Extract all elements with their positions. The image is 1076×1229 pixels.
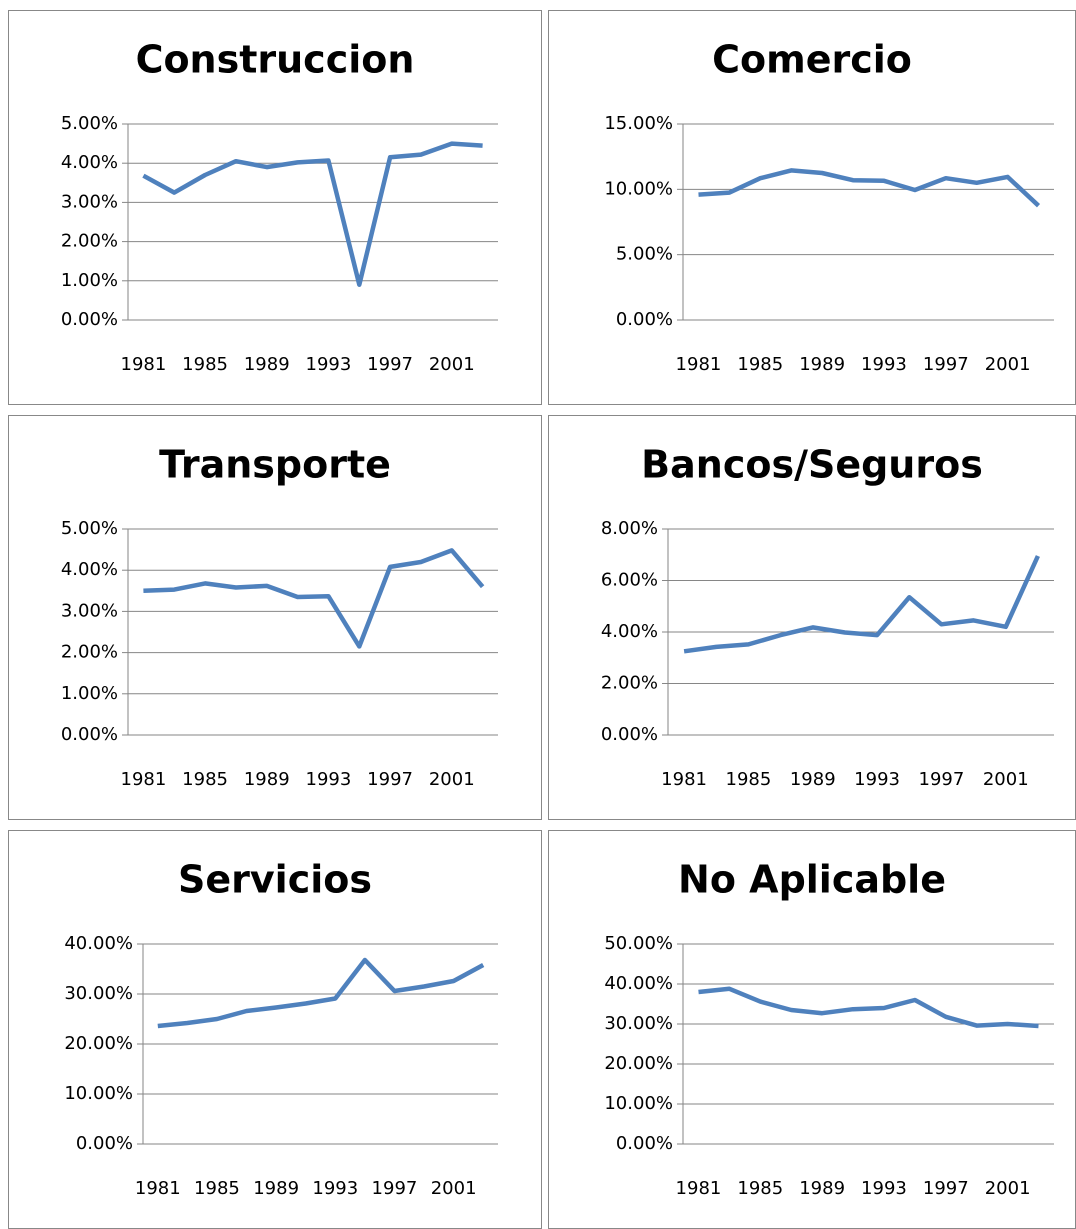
- x-tick-label: 1993: [306, 354, 352, 375]
- data-line: [142, 141, 483, 287]
- x-tick-label: 1997: [919, 769, 965, 790]
- x-tick-label: 1981: [121, 354, 167, 375]
- y-tick-label: 30.00%: [64, 983, 133, 1004]
- y-tick-label: 20.00%: [64, 1033, 133, 1054]
- x-tick-label: 1981: [121, 769, 167, 790]
- chart-panel: Comercio 0.00% 5.00% 10.00% 15.00% 1981 1985 19…: [548, 10, 1076, 405]
- x-tick-label: 1981: [661, 769, 707, 790]
- x-tick-label: 1993: [861, 354, 907, 375]
- chart-title: Transporte: [159, 443, 391, 487]
- x-tick-label: 1985: [726, 769, 772, 790]
- x-tick-label: 1981: [676, 1178, 722, 1199]
- y-tick-label: 2.00%: [61, 231, 118, 252]
- x-tick-label: 1989: [790, 769, 836, 790]
- y-tick-label: 0.00%: [61, 724, 118, 745]
- x-tick-label: 1997: [367, 769, 413, 790]
- x-tick-label: 1985: [737, 354, 783, 375]
- y-tick-label: 8.00%: [601, 518, 658, 539]
- x-tick-label: 1993: [854, 769, 900, 790]
- y-tick-label: 4.00%: [61, 559, 118, 580]
- y-tick-label: 50.00%: [604, 933, 673, 954]
- x-tick-label: 1997: [923, 1178, 969, 1199]
- y-tick-label: 4.00%: [601, 621, 658, 642]
- x-tick-label: 1989: [799, 354, 845, 375]
- data-line: [698, 986, 1039, 1029]
- x-tick-label: 1993: [312, 1178, 358, 1199]
- y-tick-label: 10.00%: [64, 1083, 133, 1104]
- chart-title: Construccion: [136, 38, 415, 82]
- y-tick-label: 0.00%: [616, 309, 673, 330]
- y-tick-label: 30.00%: [604, 1013, 673, 1034]
- y-tick-label: 5.00%: [616, 244, 673, 265]
- chart-title: Servicios: [178, 858, 372, 902]
- x-tick-label: 1985: [182, 354, 228, 375]
- x-tick-label: 2001: [429, 769, 475, 790]
- panel-border: [8, 415, 542, 820]
- y-tick-label: 1.00%: [61, 270, 118, 291]
- y-tick-label: 10.00%: [604, 178, 673, 199]
- chart-panel: Bancos/Seguros 0.00% 2.00% 4.00% 6.00% 8.00% 1…: [548, 415, 1076, 820]
- y-tick-label: 3.00%: [61, 191, 118, 212]
- x-tick-label: 2001: [429, 354, 475, 375]
- x-tick-label: 1997: [367, 354, 413, 375]
- y-tick-label: 15.00%: [604, 113, 673, 134]
- panel-border: [8, 10, 542, 405]
- y-tick-label: 2.00%: [601, 673, 658, 694]
- chart-title: Bancos/Seguros: [641, 443, 983, 487]
- y-tick-label: 6.00%: [601, 570, 658, 591]
- y-tick-label: 0.00%: [601, 724, 658, 745]
- x-tick-label: 2001: [983, 769, 1029, 790]
- chart-panel: No Aplicable 0.00% 10.00% 20.00% 30.00% 40.00…: [548, 830, 1076, 1229]
- x-tick-label: 1989: [799, 1178, 845, 1199]
- y-tick-label: 5.00%: [61, 113, 118, 134]
- x-tick-label: 1989: [244, 769, 290, 790]
- x-tick-label: 2001: [985, 1178, 1031, 1199]
- chart-panel: Servicios 0.00% 10.00% 20.00% 30.00% 40.00% 19…: [8, 830, 542, 1229]
- x-tick-label: 2001: [431, 1178, 477, 1199]
- y-tick-label: 1.00%: [61, 683, 118, 704]
- chart-panel: Construccion 0.00% 1.00% 2.00% 3.00% 4.00% 5.0…: [8, 10, 542, 405]
- data-line: [157, 957, 485, 1029]
- y-tick-label: 20.00%: [604, 1053, 673, 1074]
- x-tick-label: 1993: [861, 1178, 907, 1199]
- y-tick-label: 2.00%: [61, 642, 118, 663]
- y-tick-label: 40.00%: [64, 933, 133, 954]
- x-tick-label: 1989: [253, 1178, 299, 1199]
- y-tick-label: 4.00%: [61, 152, 118, 173]
- y-tick-label: 40.00%: [604, 973, 673, 994]
- x-tick-label: 1985: [737, 1178, 783, 1199]
- x-tick-label: 1981: [676, 354, 722, 375]
- x-tick-label: 1997: [923, 354, 969, 375]
- y-tick-label: 0.00%: [61, 309, 118, 330]
- data-line: [698, 168, 1041, 208]
- x-tick-label: 1989: [244, 354, 290, 375]
- y-tick-label: 3.00%: [61, 600, 118, 621]
- chart-title: Comercio: [712, 38, 912, 82]
- chart-panel: Transporte 0.00% 1.00% 2.00% 3.00% 4.00% 5.00%…: [8, 415, 542, 820]
- x-tick-label: 1997: [372, 1178, 418, 1199]
- chart-title: No Aplicable: [678, 858, 946, 902]
- x-tick-label: 1985: [194, 1178, 240, 1199]
- x-tick-label: 1981: [135, 1178, 181, 1199]
- y-tick-label: 5.00%: [61, 518, 118, 539]
- x-tick-label: 2001: [985, 354, 1031, 375]
- y-tick-label: 0.00%: [76, 1133, 133, 1154]
- y-tick-label: 10.00%: [604, 1093, 673, 1114]
- data-line: [143, 548, 485, 649]
- y-tick-label: 0.00%: [616, 1133, 673, 1154]
- data-line: [683, 555, 1040, 654]
- x-tick-label: 1985: [182, 769, 228, 790]
- x-tick-label: 1993: [306, 769, 352, 790]
